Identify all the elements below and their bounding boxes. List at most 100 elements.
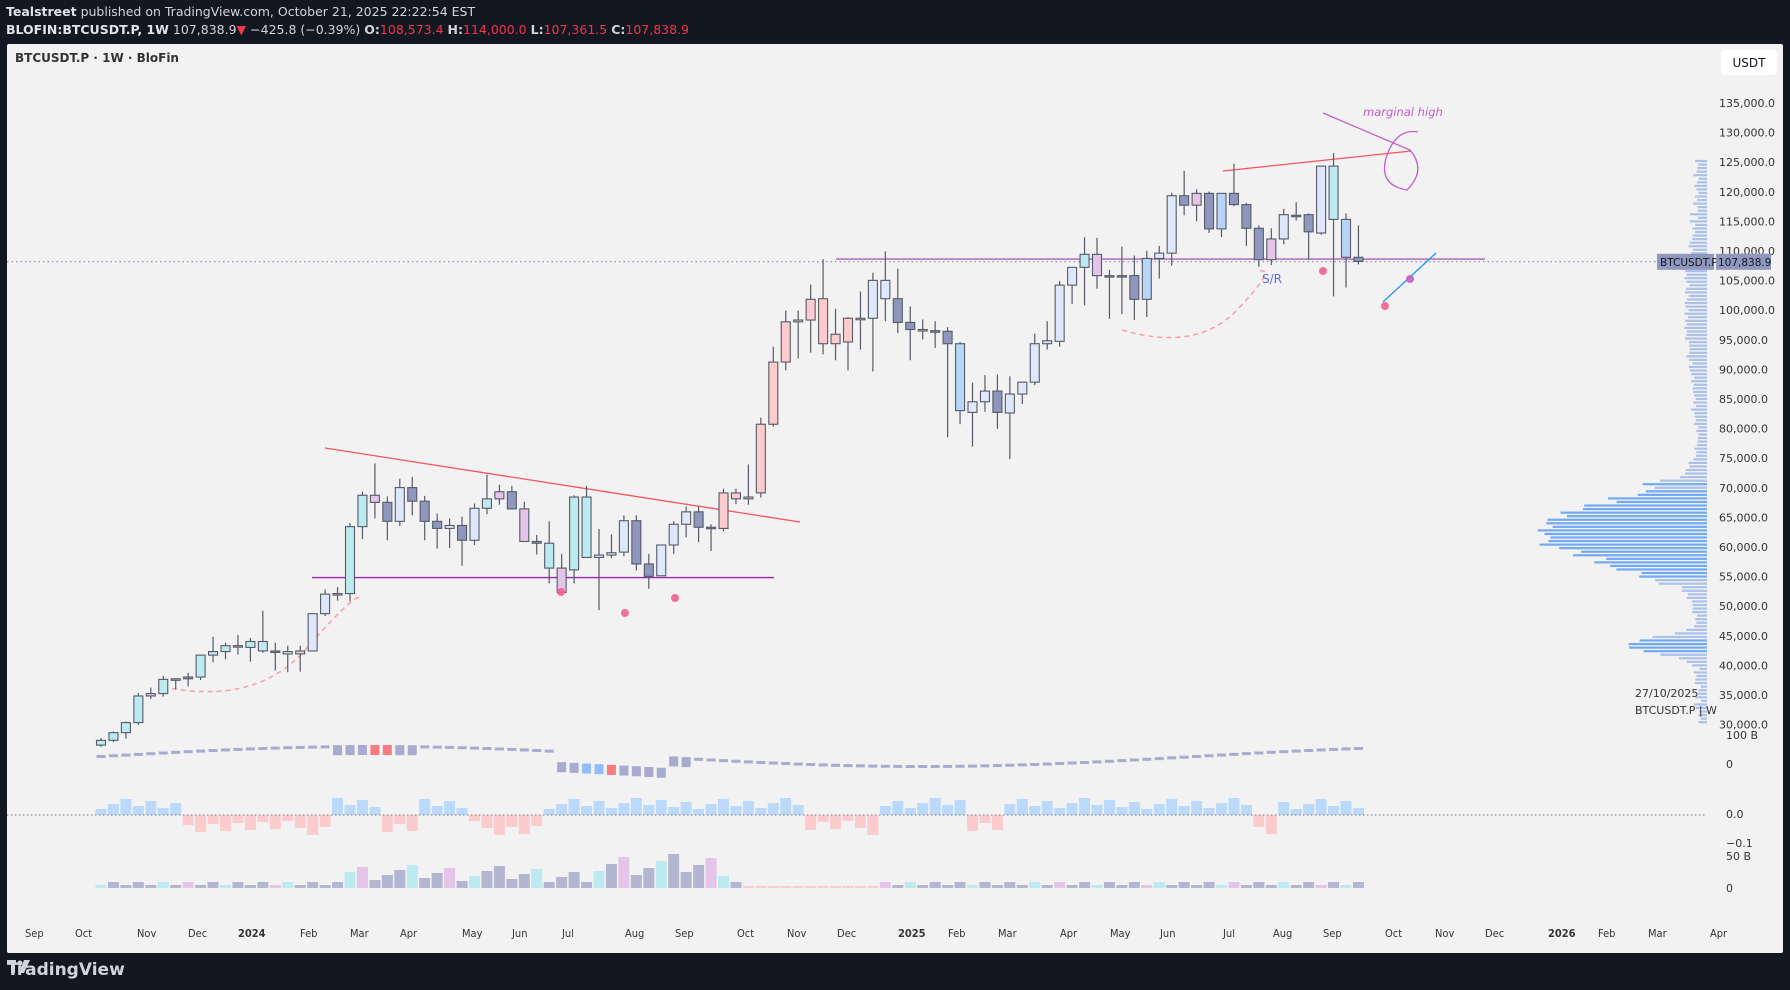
candle-body[interactable] [1292,215,1301,217]
candle-body[interactable] [1030,344,1039,382]
candle-body[interactable] [296,651,305,654]
candle-body[interactable] [1055,285,1064,341]
candle-body[interactable] [370,495,379,502]
candle-body[interactable] [1117,276,1126,278]
candle-body[interactable] [1342,219,1351,257]
candle-body[interactable] [719,493,728,529]
candle-body[interactable] [644,564,653,576]
candle-body[interactable] [707,527,716,529]
candle-body[interactable] [134,696,143,723]
candle-body[interactable] [1205,193,1214,229]
publisher-name[interactable]: Tealstreet [6,4,77,19]
candle-body[interactable] [1093,254,1102,275]
candle-body[interactable] [109,733,118,741]
candle-body[interactable] [458,525,467,540]
candle-body[interactable] [507,492,516,509]
candle-body[interactable] [420,501,429,521]
candle-body[interactable] [246,641,255,647]
candle-body[interactable] [233,646,242,648]
candle-body[interactable] [1304,215,1313,232]
chart-canvas[interactable]: 135,000.0 130,000.0 125,000.0 120,000.0 115,… [7,44,1783,953]
candle-body[interactable] [956,344,965,411]
candle-body[interactable] [520,509,529,542]
candle-body[interactable] [1317,166,1326,233]
candle-body[interactable] [1068,267,1077,285]
candle-body[interactable] [445,525,454,528]
candle-body[interactable] [545,543,554,568]
candle-body[interactable] [408,488,417,502]
candle-body[interactable] [1018,382,1027,394]
candle-body[interactable] [470,508,479,540]
candle-body[interactable] [271,651,280,653]
candle-body[interactable] [358,495,367,526]
chart-legend[interactable]: BTCUSDT.P · 1W · BloFin [15,51,179,65]
candle-body[interactable] [582,497,591,557]
candle-body[interactable] [943,331,952,343]
candle-body[interactable] [1105,276,1114,278]
candle-body[interactable] [1354,257,1363,261]
candle-body[interactable] [1080,254,1089,267]
candle-body[interactable] [657,545,666,576]
candle-body[interactable] [1192,193,1201,205]
candle-body[interactable] [97,740,106,745]
candle-body[interactable] [619,521,628,552]
candle-body[interactable] [258,641,267,650]
candle-body[interactable] [881,280,890,298]
candle-body[interactable] [968,402,977,413]
candle-body[interactable] [1155,253,1164,258]
candle-body[interactable] [744,497,753,499]
candle-body[interactable] [893,299,902,323]
candle-body[interactable] [395,488,404,522]
candle-body[interactable] [1279,215,1288,239]
candle-body[interactable] [346,527,355,594]
candle-body[interactable] [918,330,927,332]
candle-body[interactable] [868,280,877,318]
candle-body[interactable] [159,679,168,693]
candle-body[interactable] [1329,166,1338,219]
candle-body[interactable] [1217,193,1226,229]
candle-body[interactable] [209,652,218,656]
candle-body[interactable] [831,334,840,343]
candle-body[interactable] [1254,228,1263,259]
candle-body[interactable] [931,331,940,333]
candle-body[interactable] [171,679,180,681]
candle-body[interactable] [632,521,641,564]
candle-body[interactable] [1130,276,1139,300]
candle-body[interactable] [607,553,616,555]
candle-body[interactable] [794,320,803,322]
candle-body[interactable] [1242,205,1251,229]
currency-button[interactable]: USDT [1721,50,1777,75]
candle-body[interactable] [1180,196,1189,205]
candle-body[interactable] [333,594,342,596]
candle-body[interactable] [1005,394,1014,413]
candle-body[interactable] [283,652,292,654]
candle-body[interactable] [756,424,765,493]
candle-body[interactable] [669,524,678,545]
candle-body[interactable] [383,502,392,521]
candle-body[interactable] [844,318,853,342]
candle-body[interactable] [433,521,442,528]
tradingview-brand[interactable]: TradingView [7,960,125,980]
candle-body[interactable] [121,723,130,733]
candle-body[interactable] [769,362,778,424]
candle-body[interactable] [806,299,815,320]
candle-body[interactable] [321,594,330,614]
candle-body[interactable] [906,322,915,329]
candle-body[interactable] [1229,193,1238,204]
candle-body[interactable] [1043,341,1052,344]
candle-body[interactable] [221,646,230,652]
candle-body[interactable] [184,677,193,679]
candle-body[interactable] [819,299,828,344]
candle-body[interactable] [146,694,155,696]
candle-body[interactable] [196,655,205,677]
candle-body[interactable] [1167,196,1176,253]
candle-body[interactable] [1142,258,1151,299]
candle-body[interactable] [570,497,579,570]
candle-body[interactable] [731,493,740,499]
candle-body[interactable] [482,499,491,508]
candle-body[interactable] [980,391,989,402]
candle-body[interactable] [993,391,1002,412]
candle-body[interactable] [308,614,317,651]
candle-body[interactable] [595,555,604,557]
chart-pane[interactable]: 135,000.0 130,000.0 125,000.0 120,000.0 115,… [7,44,1783,953]
